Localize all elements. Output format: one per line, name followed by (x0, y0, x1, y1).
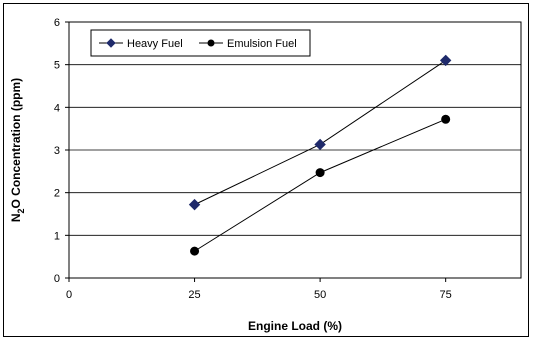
point-emulsion-fuel-25 (190, 246, 200, 256)
point-emulsion-fuel-75 (441, 114, 451, 124)
point-heavy-fuel-75 (439, 54, 452, 67)
x-tick-label-25: 25 (188, 289, 200, 301)
point-heavy-fuel-25 (188, 198, 201, 211)
y-tick-label-1: 1 (54, 230, 60, 242)
y-tick-label-5: 5 (54, 60, 60, 72)
x-tick-label-50: 50 (314, 289, 326, 301)
y-axis-label-subscript: 2 (16, 208, 26, 213)
y-tick-label-2: 2 (54, 188, 60, 200)
y-tick-label-3: 3 (54, 145, 60, 157)
legend-marker-emulsion-fuel (207, 39, 215, 47)
x-tick-label-75: 75 (440, 289, 452, 301)
series-layer (188, 54, 452, 256)
x-axis-label: Engine Load (%) (248, 319, 342, 333)
y-tick-label-6: 6 (54, 17, 60, 29)
y-axis-label: N2O Concentration (ppm) (9, 78, 26, 222)
point-heavy-fuel-50 (314, 138, 326, 151)
y-tick-label-0: 0 (54, 273, 60, 285)
legend-label-emulsion-fuel: Emulsion Fuel (227, 38, 297, 50)
x-tick-label-0: 0 (66, 289, 72, 301)
legend: Heavy Fuel Emulsion Fuel (90, 29, 311, 57)
y-axis-ticks: 0 1 2 3 4 5 6 (54, 17, 69, 285)
y-axis-label-suffix: O Concentration (ppm) (9, 78, 23, 209)
point-emulsion-fuel-50 (315, 168, 325, 178)
x-axis-ticks: 0 25 50 75 (66, 278, 452, 301)
series-line-heavy-fuel (194, 59, 446, 206)
legend-marker-heavy-fuel (106, 38, 116, 48)
y-tick-label-4: 4 (54, 102, 60, 114)
y-axis-label-prefix: N (9, 214, 23, 223)
gridlines (69, 64, 521, 236)
legend-label-heavy-fuel: Heavy Fuel (127, 38, 183, 50)
